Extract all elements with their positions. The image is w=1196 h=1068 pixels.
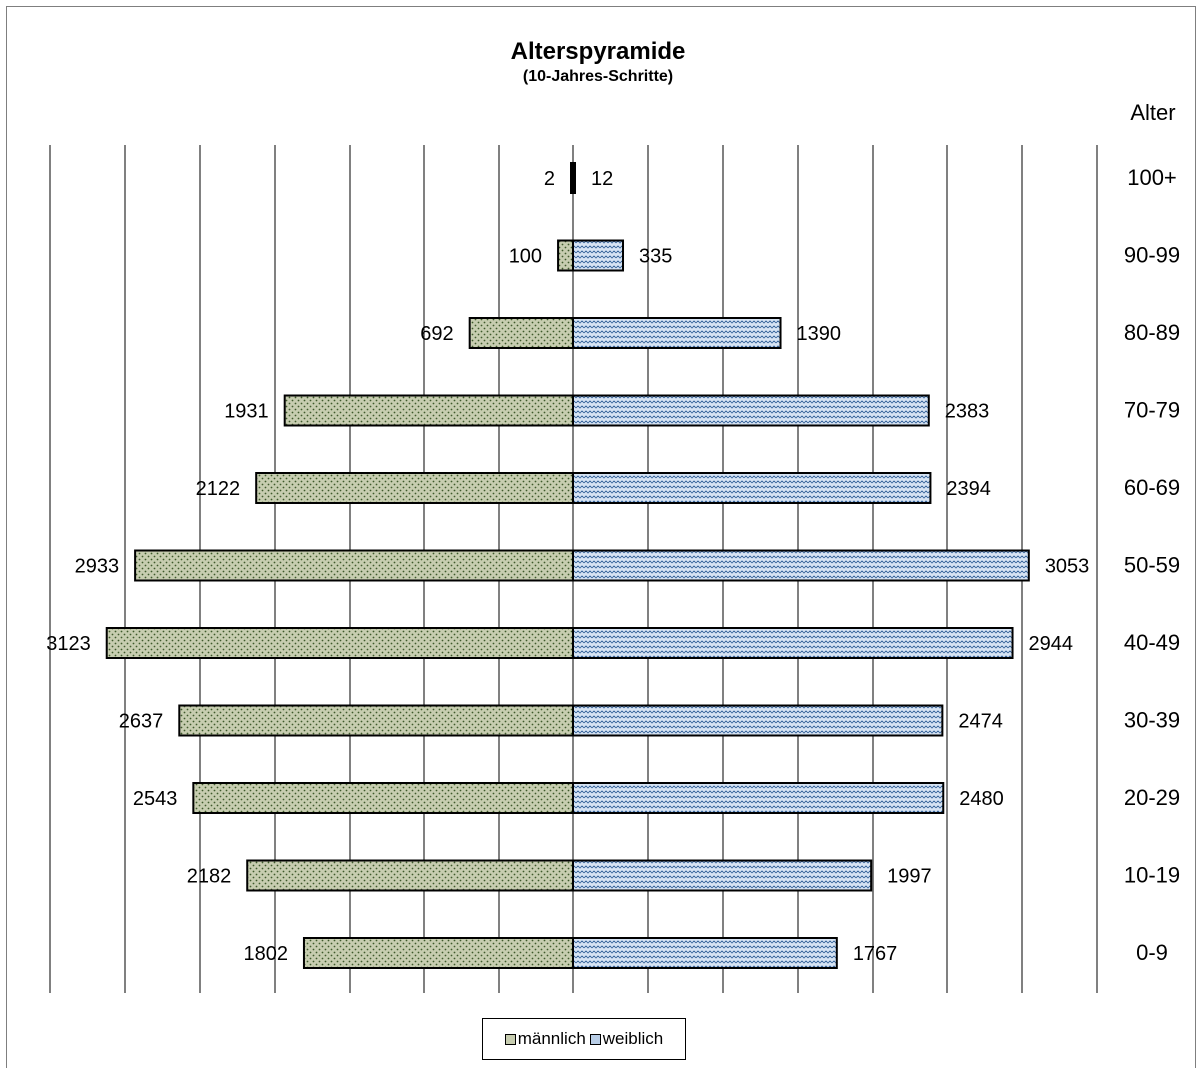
data-label-maennlich: 2122 <box>196 478 241 500</box>
category-label: 40-49 <box>1124 630 1180 655</box>
data-label-maennlich: 692 <box>420 323 453 345</box>
data-label-weiblich: 1767 <box>853 943 898 965</box>
data-label-maennlich: 2543 <box>133 788 178 810</box>
bar-maennlich <box>468 317 574 349</box>
legend-swatch-weiblich <box>589 1033 601 1045</box>
legend-label-maennlich: männlich <box>517 1029 586 1048</box>
data-label-maennlich: 2637 <box>119 711 164 733</box>
bar-maennlich <box>255 472 574 504</box>
chart-title: Alterspyramide <box>510 38 686 65</box>
legend: männlich weiblich <box>482 1018 686 1060</box>
bar-maennlich <box>178 704 574 737</box>
data-label-maennlich: 1802 <box>243 943 288 965</box>
bar-weiblich <box>572 162 576 194</box>
category-label: 60-69 <box>1124 475 1180 500</box>
bar-weiblich <box>572 549 1030 582</box>
bar-weiblich <box>572 704 944 737</box>
category-label: 100+ <box>1127 165 1177 190</box>
y-axis-label: Alter <box>1130 100 1176 125</box>
legend-swatch-maennlich <box>504 1033 516 1045</box>
data-label-weiblich: 335 <box>639 246 672 268</box>
data-label-maennlich: 1931 <box>224 401 269 423</box>
bar-maennlich <box>557 239 575 272</box>
bar-weiblich <box>572 782 945 814</box>
bar-maennlich <box>105 627 574 659</box>
data-label-maennlich: 2182 <box>187 866 232 888</box>
data-label-weiblich: 12 <box>591 168 613 190</box>
bar-weiblich <box>572 937 838 969</box>
bar-maennlich <box>134 549 575 582</box>
data-label-weiblich: 3053 <box>1045 556 1090 578</box>
category-label: 90-99 <box>1124 243 1180 268</box>
category-label: 0-9 <box>1136 940 1168 965</box>
data-label-maennlich: 3123 <box>46 633 91 655</box>
bar-weiblich <box>572 317 782 349</box>
category-label: 80-89 <box>1124 320 1180 345</box>
bar-weiblich <box>572 394 930 427</box>
category-label: 30-39 <box>1124 708 1180 733</box>
data-label-weiblich: 2474 <box>958 711 1003 733</box>
data-label-maennlich: 100 <box>509 246 542 268</box>
data-label-weiblich: 2944 <box>1029 633 1074 655</box>
bar-maennlich <box>283 394 574 427</box>
bar-weiblich <box>572 239 625 272</box>
data-label-weiblich: 2383 <box>945 401 990 423</box>
data-label-weiblich: 1997 <box>887 866 932 888</box>
bar-maennlich <box>192 782 574 814</box>
category-label: 10-19 <box>1124 863 1180 888</box>
data-label-weiblich: 1390 <box>797 323 842 345</box>
data-label-weiblich: 2480 <box>959 788 1004 810</box>
bar-weiblich <box>572 627 1014 659</box>
bar-weiblich <box>572 859 873 892</box>
legend-item-weiblich: weiblich <box>589 1029 664 1049</box>
category-label: 20-29 <box>1124 785 1180 810</box>
data-label-maennlich: 2 <box>544 168 555 190</box>
legend-item-maennlich: männlich <box>504 1029 586 1049</box>
data-label-weiblich: 2394 <box>946 478 991 500</box>
category-label: 70-79 <box>1124 398 1180 423</box>
bar-maennlich <box>246 859 575 892</box>
chart-subtitle: (10-Jahres-Schritte) <box>522 68 674 85</box>
data-label-maennlich: 2933 <box>75 556 120 578</box>
bar-maennlich <box>302 937 574 969</box>
bar-weiblich <box>572 472 932 504</box>
category-label: 50-59 <box>1124 553 1180 578</box>
legend-label-weiblich: weiblich <box>602 1029 664 1048</box>
